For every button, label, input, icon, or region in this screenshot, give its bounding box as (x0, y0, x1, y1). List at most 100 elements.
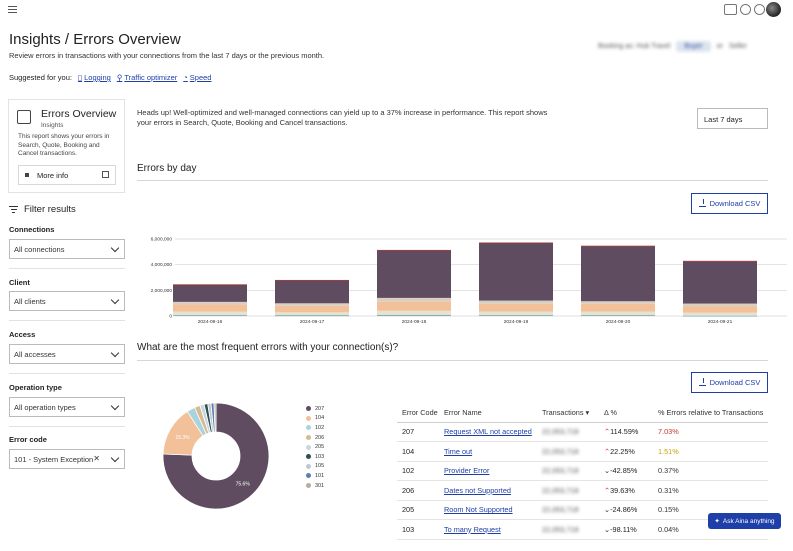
info-card: Errors Overview Insights This report sho… (8, 99, 125, 193)
bar-segment[interactable] (683, 303, 757, 307)
bar-segment[interactable] (377, 301, 451, 311)
transactions-cell: 22,053,718 (542, 441, 604, 462)
seller-option[interactable]: Seller (728, 42, 747, 50)
bar-segment[interactable] (173, 284, 247, 302)
transactions-cell: 22,053,718 (542, 519, 604, 540)
legend-item[interactable]: 103 (306, 452, 324, 462)
bar-segment[interactable] (275, 312, 349, 316)
operation-type-select[interactable]: All operation types (9, 397, 125, 417)
slice-label: 15.3% (175, 435, 190, 441)
error-code-cell: 104 (397, 441, 444, 462)
bar-segment[interactable] (275, 279, 349, 281)
error-code-select[interactable]: 101 - System Exception ✕ (9, 449, 125, 469)
legend-item[interactable]: 207 (306, 404, 324, 414)
connections-select[interactable]: All connections (9, 239, 125, 259)
col-error-name[interactable]: Error Name (444, 404, 542, 423)
legend-swatch (306, 406, 311, 412)
booking-as-switch[interactable]: Booking as: Hub Travel Buyer or Seller (598, 40, 768, 52)
legend-swatch (306, 463, 311, 469)
bar-segment[interactable] (275, 303, 349, 306)
col-delta[interactable]: Δ % (604, 404, 654, 423)
suggested-link-traffic-optimizer[interactable]: ⚲ Traffic optimizer (116, 73, 178, 82)
bar-segment[interactable] (275, 280, 349, 304)
bar-segment[interactable] (377, 250, 451, 298)
bar-segment[interactable] (479, 242, 553, 301)
error-name-link[interactable]: Room Not Supported (444, 505, 513, 515)
error-code-label: Error code (9, 435, 47, 444)
bar-segment[interactable] (173, 301, 247, 305)
bar-segment[interactable] (173, 304, 247, 312)
mail-icon[interactable] (724, 4, 737, 15)
y-tick-label: 6,000,000 (151, 237, 173, 243)
bar-segment[interactable] (173, 315, 247, 316)
avatar[interactable] (766, 2, 781, 17)
bar-segment[interactable] (377, 249, 451, 251)
bar-segment[interactable] (377, 315, 451, 316)
bar-segment[interactable] (581, 315, 655, 316)
error-name-link[interactable]: Provider Error (444, 466, 490, 476)
error-name-link[interactable]: Time out (444, 446, 473, 456)
error-name-cell: Time out (444, 441, 542, 462)
bar-segment[interactable] (479, 242, 553, 244)
frequent-errors-title: What are the most frequent errors with y… (137, 342, 399, 353)
bar-segment[interactable] (683, 261, 757, 304)
bar-segment[interactable] (173, 311, 247, 316)
chevron-down-icon (110, 295, 120, 305)
more-info-button[interactable]: More info (18, 165, 116, 185)
col-percent-errors[interactable]: % Errors relative to Transactions (654, 404, 768, 423)
bar-segment[interactable] (683, 260, 757, 262)
suggested-link-logging[interactable]: ▯ Logging (77, 73, 111, 82)
legend-item[interactable]: 205 (306, 442, 324, 452)
legend-item[interactable]: 102 (306, 423, 324, 433)
col-error-code[interactable]: Error Code (397, 404, 444, 423)
bar-segment[interactable] (275, 305, 349, 313)
bar-segment[interactable] (479, 311, 553, 316)
notification-icon[interactable] (740, 4, 751, 15)
bar-segment[interactable] (581, 245, 655, 247)
clear-icon[interactable]: ✕ (93, 454, 100, 463)
donut-slice-207[interactable] (162, 402, 270, 510)
download-csv-button[interactable]: Download CSV (691, 193, 768, 214)
bar-segment[interactable] (377, 297, 451, 302)
bar-segment[interactable] (683, 315, 757, 317)
legend-item[interactable]: 206 (306, 433, 324, 443)
download-icon (698, 378, 706, 386)
client-select[interactable]: All clients (9, 291, 125, 311)
bar-segment[interactable] (581, 303, 655, 312)
download-csv-button[interactable]: Download CSV (691, 372, 768, 393)
suggested-link-speed[interactable]: ◔ Speed (183, 73, 212, 82)
bar-segment[interactable] (581, 246, 655, 302)
percent-errors-cell: 0.31% (654, 480, 768, 501)
delta-value: 39.63% (610, 485, 635, 495)
bar-segment[interactable] (683, 306, 757, 313)
delta-cell: ⌃39.63% (604, 480, 654, 501)
error-name-link[interactable]: To many Request (444, 524, 501, 534)
date-range-select[interactable]: Last 7 days (697, 108, 768, 129)
bar-segment[interactable] (479, 300, 553, 304)
legend-label: 103 (315, 453, 325, 460)
bar-segment[interactable] (581, 311, 655, 316)
sort-desc-icon[interactable]: ▾ (585, 408, 590, 418)
bar-segment[interactable] (479, 315, 553, 316)
bar-segment[interactable] (275, 315, 349, 317)
error-name-link[interactable]: Request XML not accepted (444, 427, 532, 437)
legend-item[interactable]: 101 (306, 471, 324, 481)
legend-item[interactable]: 105 (306, 462, 324, 472)
menu-icon[interactable] (8, 6, 17, 14)
legend-label: 206 (315, 434, 325, 441)
table-row: 104 Time out 22,053,718 ⌃22.25% 1.51% (397, 441, 768, 462)
bar-segment[interactable] (377, 310, 451, 316)
bar-segment[interactable] (581, 301, 655, 304)
legend-item[interactable]: 104 (306, 414, 324, 424)
bar-segment[interactable] (173, 284, 247, 285)
bar-segment[interactable] (479, 303, 553, 312)
legend-item[interactable]: 301 (306, 481, 324, 491)
access-select[interactable]: All accesses (9, 344, 125, 364)
col-transactions[interactable]: Transactions ▾ (542, 404, 604, 423)
error-name-link[interactable]: Dates not Supported (444, 485, 511, 495)
donut-slice-301[interactable] (213, 402, 217, 433)
help-icon[interactable] (754, 4, 765, 15)
buyer-pill[interactable]: Buyer (676, 40, 711, 52)
ask-aina-button[interactable]: ✦ Ask Aina anything (708, 513, 781, 529)
bar-segment[interactable] (683, 312, 757, 316)
